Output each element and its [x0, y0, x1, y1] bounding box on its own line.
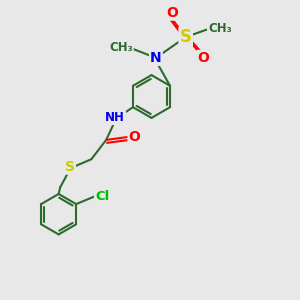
Text: O: O	[198, 51, 209, 65]
Text: S: S	[65, 160, 75, 174]
Text: NH: NH	[105, 111, 125, 124]
Text: CH₃: CH₃	[208, 22, 232, 34]
Text: S: S	[180, 28, 192, 46]
Text: O: O	[128, 130, 140, 144]
Text: O: O	[167, 6, 178, 20]
Text: Cl: Cl	[95, 190, 109, 203]
Text: CH₃: CH₃	[109, 41, 133, 54]
Text: N: N	[150, 51, 162, 65]
